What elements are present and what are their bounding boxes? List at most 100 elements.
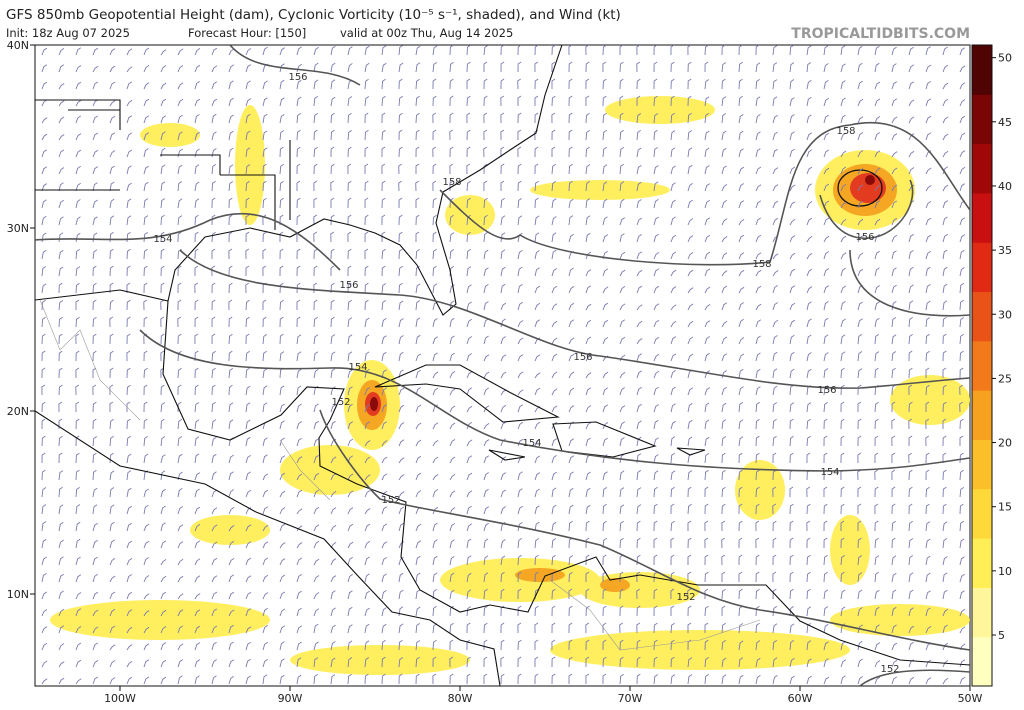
wind-barb — [75, 350, 80, 362]
wind-barb — [211, 575, 218, 583]
wind-barb — [92, 282, 97, 294]
wind-barb — [432, 639, 437, 651]
wind-barb — [602, 437, 608, 447]
wind-barb — [636, 285, 643, 294]
wind-barb — [823, 435, 828, 447]
wind-barb — [381, 300, 387, 311]
wind-barb — [653, 336, 660, 345]
wind-barb — [75, 659, 82, 668]
wind-barb — [296, 590, 302, 600]
wind-barb — [126, 265, 131, 277]
wind-barb — [500, 555, 506, 566]
wind-barb — [177, 215, 183, 226]
colorbar-band — [972, 340, 992, 391]
wind-barb — [194, 558, 201, 566]
wind-barb — [109, 558, 116, 566]
wind-barb — [160, 591, 167, 600]
wind-barb — [704, 130, 710, 141]
wind-barb — [466, 61, 471, 73]
wind-barb — [398, 214, 403, 226]
wind-barb — [636, 130, 641, 141]
wind-barb — [925, 538, 931, 549]
wind-barb — [245, 350, 250, 362]
wind-barb — [704, 165, 710, 175]
wind-barb — [211, 214, 216, 226]
wind-barb — [483, 129, 488, 141]
wind-barb — [58, 182, 64, 192]
wind-barb — [942, 677, 949, 685]
wind-barb — [602, 371, 609, 379]
wind-barb — [789, 252, 796, 260]
wind-barb — [908, 452, 912, 464]
wind-barb — [126, 132, 133, 141]
wind-barb — [704, 657, 709, 668]
wind-barb — [109, 521, 115, 532]
wind-barb — [670, 251, 677, 260]
wind-barb — [534, 163, 539, 175]
wind-barb — [602, 129, 607, 141]
wind-barb — [177, 181, 183, 192]
wind-barb — [857, 184, 864, 192]
wind-barb — [534, 197, 539, 209]
wind-barb — [381, 421, 388, 430]
wind-barb — [585, 656, 590, 667]
wind-barb — [228, 282, 233, 294]
wind-barb — [840, 318, 846, 328]
wind-barb — [602, 216, 608, 226]
wind-barb — [687, 164, 693, 175]
wind-barb — [330, 420, 336, 430]
wind-barb — [619, 181, 625, 192]
wind-barb — [347, 438, 354, 447]
wind-barb — [109, 48, 116, 56]
wind-barb — [398, 522, 404, 532]
wind-barb — [568, 387, 575, 396]
wind-barb — [602, 673, 607, 684]
wind-barb — [194, 181, 200, 192]
wind-barb — [279, 47, 286, 56]
wind-barb — [262, 197, 267, 209]
wind-barb — [449, 300, 455, 311]
wind-barb — [279, 180, 284, 192]
wind-barb — [925, 350, 930, 362]
wind-barb — [857, 640, 863, 651]
wind-barb — [262, 454, 268, 464]
wind-barb — [653, 233, 659, 243]
wind-barb — [432, 422, 439, 430]
wind-barb — [602, 319, 609, 328]
wind-barb — [279, 97, 285, 107]
wind-barb — [245, 419, 251, 430]
wind-barb — [347, 574, 353, 583]
wind-barb — [194, 164, 200, 175]
wind-barb — [432, 78, 437, 90]
wind-barb — [466, 180, 471, 192]
wind-barb — [517, 163, 522, 175]
wind-barb — [857, 200, 864, 209]
wind-barb — [568, 146, 573, 158]
wind-barb — [92, 452, 97, 464]
wind-barb — [143, 198, 149, 209]
wind-barb — [245, 658, 251, 668]
wind-barb — [721, 353, 728, 362]
wind-barb — [551, 622, 556, 634]
wind-barb — [313, 197, 318, 209]
wind-barb — [704, 605, 709, 617]
wind-barb — [313, 608, 320, 617]
wind-barb — [687, 436, 693, 447]
wind-barb — [398, 180, 402, 192]
wind-barb — [58, 199, 64, 209]
wind-barb — [177, 558, 184, 566]
wind-barb — [755, 79, 760, 90]
wind-barb — [755, 622, 760, 634]
wind-barb — [245, 214, 250, 226]
wind-barb — [194, 524, 201, 532]
wind-barb — [364, 556, 370, 566]
wind-barb — [279, 299, 284, 311]
wind-barb — [755, 303, 762, 311]
wind-barb — [704, 147, 710, 158]
wind-barb — [925, 266, 931, 277]
wind-barb — [92, 182, 98, 192]
wind-barb — [279, 231, 284, 242]
wind-barb — [772, 114, 778, 124]
wind-barb — [347, 180, 352, 192]
wind-barb — [721, 605, 726, 617]
